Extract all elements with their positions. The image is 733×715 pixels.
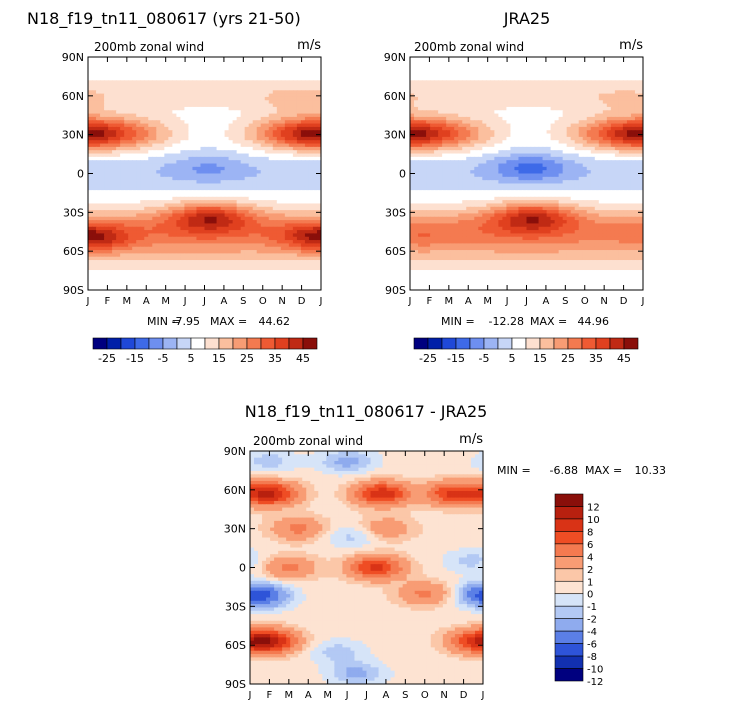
colorbar-swatch [191, 338, 205, 349]
colorbar-label: -5 [158, 352, 169, 365]
x-tick-label: S [240, 296, 246, 307]
x-tick-label: J [202, 296, 206, 307]
x-tick-label: A [220, 296, 227, 307]
y-tick-label: 30N [62, 129, 84, 142]
colorbar-swatch [219, 338, 233, 349]
y-tick-label: 90S [63, 284, 84, 297]
panel-model-stats: MIN = -7.95 MAX = 44.62 [147, 315, 290, 328]
panel-model-min-value: -7.95 [172, 315, 200, 328]
panel-model-max-value: 44.62 [259, 315, 291, 328]
colorbar-label: 15 [212, 352, 226, 365]
y-tick-label: 90N [62, 51, 84, 64]
colorbar-label: -15 [126, 352, 144, 365]
x-tick-label: J [183, 296, 187, 307]
panel-model-units: m/s [297, 38, 321, 53]
x-tick-label: J [86, 296, 90, 307]
colorbar-swatch [205, 338, 219, 349]
y-tick-label: 30S [63, 206, 84, 219]
panel-model-colorbar: -25 -15 -5 5 15 25 35 45 [93, 338, 317, 365]
x-tick-label: A [143, 296, 150, 307]
panel-obs-title: JRA25 [503, 9, 551, 28]
colorbar-swatch [121, 338, 135, 349]
x-tick-label: N [278, 296, 285, 307]
colorbar-swatch [163, 338, 177, 349]
panel-obs-units: m/s [619, 38, 643, 53]
colorbar-label: 45 [296, 352, 310, 365]
panel-obs: JRA25 200mb zonal wind m/s 90N60N30N030S… [384, 9, 645, 365]
colorbar-swatch [149, 338, 163, 349]
y-tick-label: 0 [77, 168, 84, 181]
colorbar-label: 5 [188, 352, 195, 365]
colorbar-label: 25 [240, 352, 254, 365]
colorbar-swatch [303, 338, 317, 349]
y-tick-label: 60N [62, 90, 84, 103]
colorbar-swatch [233, 338, 247, 349]
colorbar-swatch [289, 338, 303, 349]
colorbar-swatch [177, 338, 191, 349]
colorbar-label: -25 [98, 352, 116, 365]
panel-model-field [88, 57, 322, 291]
colorbar-swatch [93, 338, 107, 349]
panel-model-left-label: 200mb zonal wind [94, 40, 204, 54]
colorbar-label: 35 [268, 352, 282, 365]
x-tick-label: M [123, 296, 132, 307]
colorbar-swatch [107, 338, 121, 349]
panel-model: N18_f19_tn11_080617 (yrs 21-50) 200mb zo… [27, 9, 322, 365]
x-tick-label: D [298, 296, 306, 307]
colorbar-swatch [275, 338, 289, 349]
panel-obs-left-label: 200mb zonal wind [414, 40, 524, 54]
colorbar-swatch [247, 338, 261, 349]
panel-model-title: N18_f19_tn11_080617 (yrs 21-50) [27, 9, 301, 29]
x-tick-label: F [105, 296, 111, 307]
colorbar-swatch [135, 338, 149, 349]
panel-obs-field [410, 57, 644, 291]
x-tick-label: J [319, 296, 323, 307]
panel-model-max-label: MAX = [210, 315, 247, 328]
colorbar-swatch [261, 338, 275, 349]
y-tick-label: 60S [63, 245, 84, 258]
x-tick-label: O [259, 296, 267, 307]
x-tick-label: M [161, 296, 170, 307]
